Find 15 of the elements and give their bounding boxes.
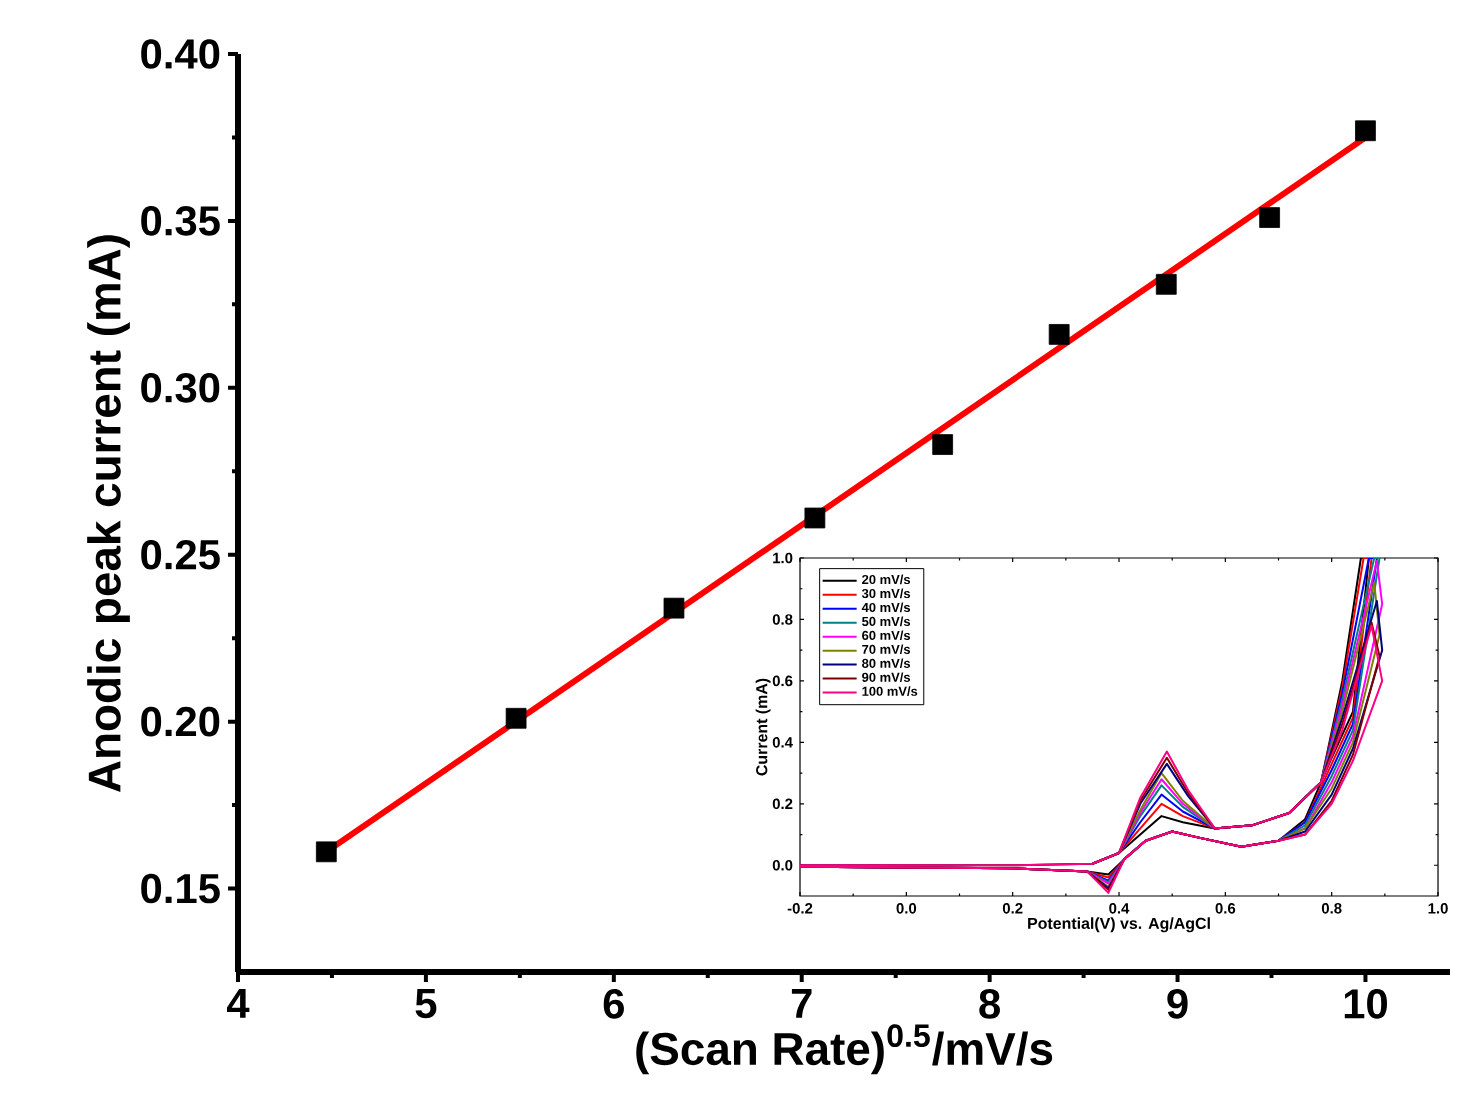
y-tick-label: 0.15 (141, 873, 220, 904)
x-tick-label: 5 (415, 989, 437, 1019)
x-tick-label: 9 (1167, 989, 1188, 1019)
x-tick-label: 10 (1344, 989, 1388, 1019)
y-tick-label: 0.20 (141, 706, 220, 737)
x-tick-label: 6 (603, 989, 624, 1019)
y-tick-label: 0.35 (141, 206, 220, 236)
x-tick-label: 8 (979, 989, 1000, 1019)
y-tick-label: 0.25 (141, 539, 220, 570)
y-axis-title: Anodic peak current (mA) (87, 235, 130, 792)
x-tick-label: 4 (226, 989, 250, 1018)
y-tick-label: 0.40 (141, 39, 220, 69)
x-axis-title: (Scan Rate)$^{0.5}$/mV/s (636, 1024, 1053, 1075)
y-tick-label: 0.30 (141, 372, 220, 403)
x-tick-label: 7 (791, 989, 812, 1018)
